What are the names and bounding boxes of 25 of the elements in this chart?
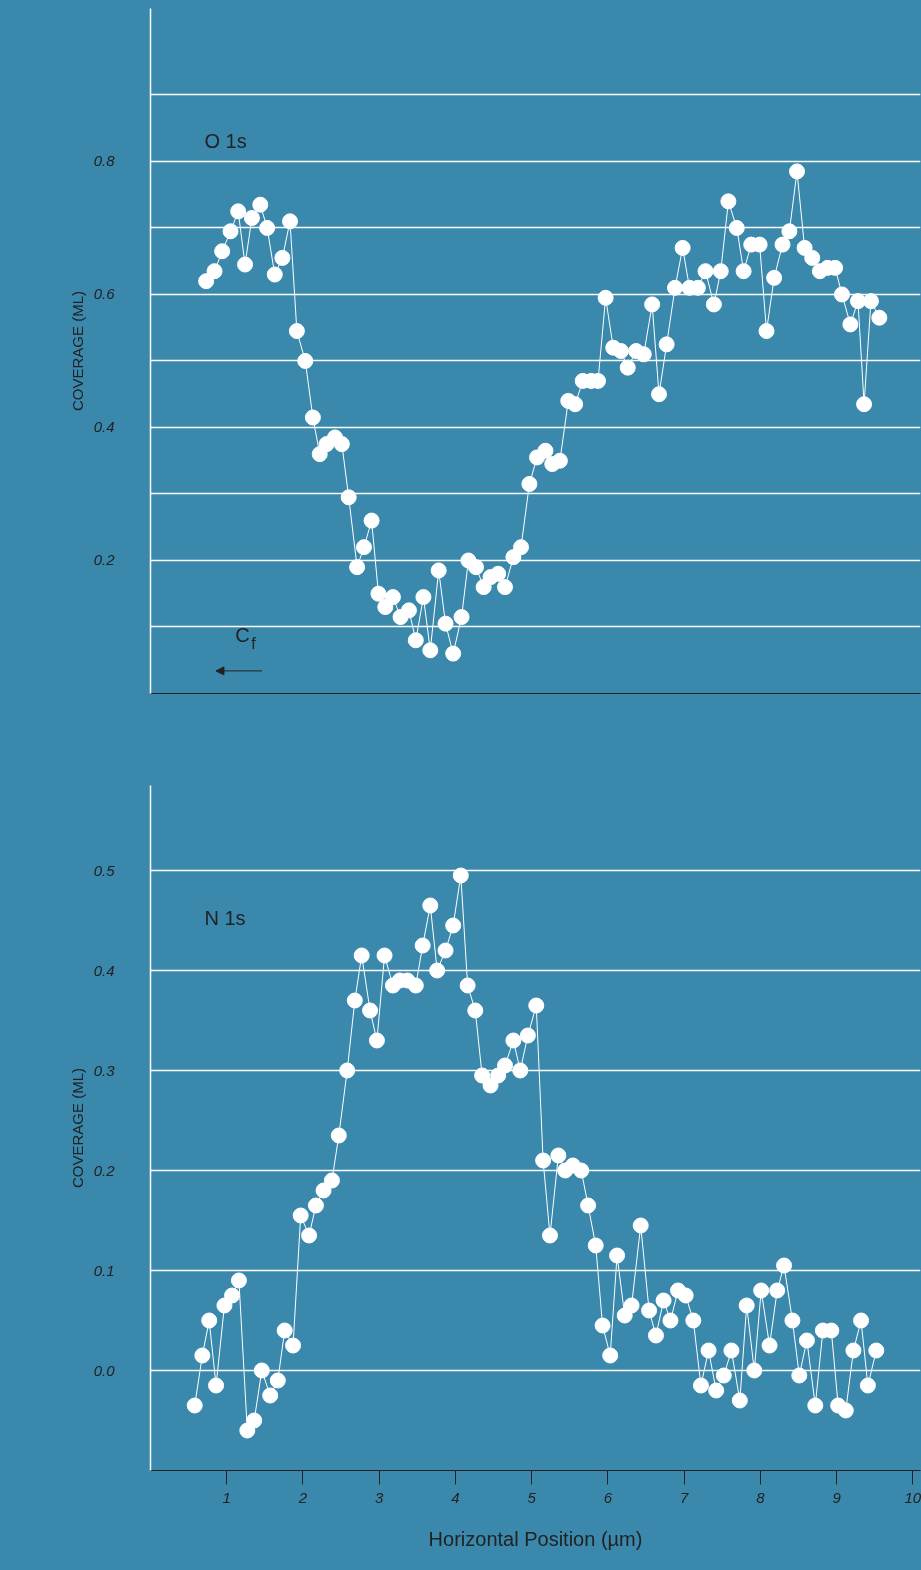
y-tick-label: 0.4 — [93, 961, 115, 979]
x-tick-label: 7 — [679, 1488, 689, 1506]
x-tick-label: 5 — [527, 1488, 537, 1506]
x-tick-label: 6 — [603, 1488, 613, 1506]
x-tick-label: 9 — [832, 1488, 842, 1506]
y-tick-label: 0.0 — [93, 1361, 116, 1379]
y-tick-label: 0.6 — [93, 285, 116, 303]
x-tick-label: 10 — [904, 1488, 921, 1506]
y-axis-title: COVERAGE (ML) — [68, 290, 86, 412]
x-tick-label: 8 — [756, 1488, 766, 1506]
x-tick-label: 3 — [375, 1488, 385, 1506]
text: O 1s — [204, 130, 247, 153]
y-axis-title: COVERAGE (ML) — [68, 1067, 86, 1189]
x-tick-label: 1 — [222, 1488, 231, 1506]
y-tick-label: 0.1 — [93, 1261, 115, 1279]
text: N 1s — [204, 907, 246, 930]
y-tick-label: 0.2 — [93, 551, 116, 569]
y-tick-label: 0.5 — [93, 861, 116, 879]
y-tick-label: 0.2 — [93, 1161, 116, 1179]
x-tick-label: 4 — [451, 1488, 460, 1506]
x-axis-title: Horizontal Position (µm) — [428, 1527, 643, 1550]
y-tick-label: 0.8 — [93, 152, 116, 170]
y-tick-label: 0.4 — [93, 418, 115, 436]
x-tick-label: 2 — [297, 1488, 308, 1506]
y-tick-label: 0.3 — [93, 1061, 116, 1079]
